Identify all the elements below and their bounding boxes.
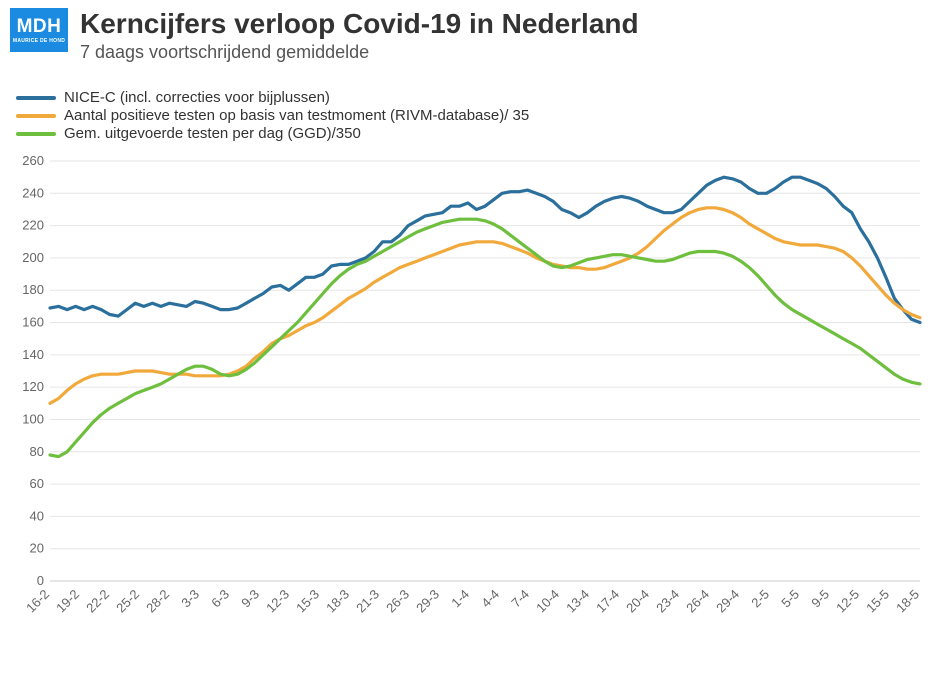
chart-container: 0 20 40 60 80 100 120 140 160 180 200 220 240 260 16-2… <box>0 149 951 643</box>
svg-text:26-4: 26-4 <box>683 587 712 616</box>
svg-text:80: 80 <box>30 444 44 459</box>
svg-text:18-5: 18-5 <box>893 587 922 616</box>
svg-text:240: 240 <box>22 185 44 200</box>
svg-text:22-2: 22-2 <box>83 587 112 616</box>
svg-text:19-2: 19-2 <box>53 587 82 616</box>
legend: NICE-C (incl. correcties voor bijplussen… <box>0 67 951 149</box>
svg-text:120: 120 <box>22 379 44 394</box>
series-line <box>50 177 920 322</box>
svg-text:20: 20 <box>30 541 44 556</box>
legend-swatch <box>16 132 56 136</box>
svg-text:25-2: 25-2 <box>113 587 142 616</box>
legend-item: Gem. uitgevoerde testen per dag (GGD)/35… <box>16 125 941 142</box>
svg-text:3-3: 3-3 <box>178 587 202 611</box>
svg-text:26-3: 26-3 <box>383 587 412 616</box>
svg-text:60: 60 <box>30 476 44 491</box>
svg-text:20-4: 20-4 <box>623 587 652 616</box>
svg-text:5-5: 5-5 <box>778 587 802 611</box>
svg-text:15-5: 15-5 <box>863 587 892 616</box>
svg-text:23-4: 23-4 <box>653 587 682 616</box>
svg-text:180: 180 <box>22 282 44 297</box>
svg-text:2-5: 2-5 <box>748 587 772 611</box>
svg-text:29-4: 29-4 <box>713 587 742 616</box>
legend-label: NICE-C (incl. correcties voor bijplussen… <box>64 89 330 106</box>
svg-text:40: 40 <box>30 509 44 524</box>
line-chart: 0 20 40 60 80 100 120 140 160 180 200 220 240 260 16-2… <box>10 153 930 633</box>
legend-item: NICE-C (incl. correcties voor bijplussen… <box>16 89 941 106</box>
svg-text:200: 200 <box>22 250 44 265</box>
logo-subtext: MAURICE DE HOND <box>13 38 65 44</box>
svg-text:7-4: 7-4 <box>508 587 532 611</box>
svg-text:12-5: 12-5 <box>833 587 862 616</box>
svg-text:18-3: 18-3 <box>323 587 352 616</box>
legend-swatch <box>16 114 56 118</box>
svg-text:6-3: 6-3 <box>208 587 232 611</box>
svg-text:15-3: 15-3 <box>293 587 322 616</box>
legend-item: Aantal positieve testen op basis van tes… <box>16 107 941 124</box>
svg-text:17-4: 17-4 <box>593 587 622 616</box>
logo-text: MDH <box>17 17 62 36</box>
svg-text:100: 100 <box>22 412 44 427</box>
legend-label: Gem. uitgevoerde testen per dag (GGD)/35… <box>64 125 361 142</box>
legend-label: Aantal positieve testen op basis van tes… <box>64 107 529 124</box>
svg-text:4-4: 4-4 <box>478 587 502 611</box>
chart-subtitle: 7 daags voortschrijdend gemiddelde <box>80 42 941 63</box>
legend-swatch <box>16 96 56 100</box>
svg-text:10-4: 10-4 <box>533 587 562 616</box>
logo-badge: MDH MAURICE DE HOND <box>10 8 68 52</box>
svg-text:0: 0 <box>37 573 44 588</box>
svg-text:9-3: 9-3 <box>238 587 262 611</box>
svg-text:9-5: 9-5 <box>808 587 832 611</box>
series-line <box>50 219 920 456</box>
header: MDH MAURICE DE HOND Kerncijfers verloop … <box>0 0 951 67</box>
svg-text:1-4: 1-4 <box>448 587 472 611</box>
svg-text:12-3: 12-3 <box>263 587 292 616</box>
svg-text:160: 160 <box>22 315 44 330</box>
svg-text:220: 220 <box>22 218 44 233</box>
svg-text:16-2: 16-2 <box>23 587 52 616</box>
svg-text:21-3: 21-3 <box>353 587 382 616</box>
svg-text:13-4: 13-4 <box>563 587 592 616</box>
svg-text:140: 140 <box>22 347 44 362</box>
title-block: Kerncijfers verloop Covid-19 in Nederlan… <box>80 8 941 63</box>
svg-text:28-2: 28-2 <box>143 587 172 616</box>
svg-text:260: 260 <box>22 153 44 168</box>
chart-title: Kerncijfers verloop Covid-19 in Nederlan… <box>80 8 941 40</box>
svg-text:29-3: 29-3 <box>413 587 442 616</box>
